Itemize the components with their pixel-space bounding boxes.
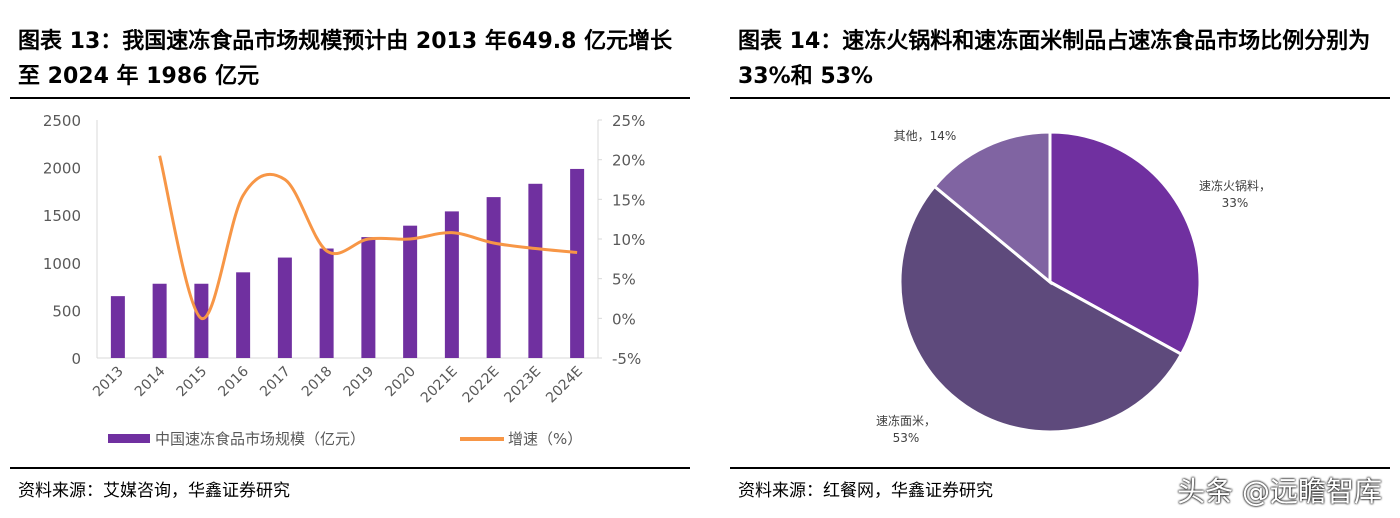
bar-2014 <box>152 283 167 358</box>
bar-2018 <box>319 248 334 358</box>
bar-2013 <box>110 296 125 358</box>
right-source: 资料来源：红餐网，华鑫证券研究 <box>738 481 993 501</box>
x-tick-label: 2017 <box>257 364 294 401</box>
x-tick-label: 2019 <box>341 364 378 401</box>
y-left-tick-label: 2500 <box>43 112 81 130</box>
pie-slice-速冻火锅料 <box>1048 130 1202 357</box>
y-right-tick-label: 15% <box>612 191 645 209</box>
pie-pct: 53% <box>893 431 920 445</box>
bar-2015 <box>194 283 209 358</box>
title-divider-right <box>730 97 1390 99</box>
pie-pct: 33% <box>1222 196 1249 210</box>
left-figure-title: 图表 13：我国速冻食品市场规模预计由 2013 年649.8 亿元增长至 20… <box>18 29 673 89</box>
pie-label: 其他，14% <box>894 129 957 143</box>
y-right-tick-label: 25% <box>612 112 645 130</box>
bar-2024E <box>570 168 585 358</box>
left-source: 资料来源：艾媒咨询，华鑫证券研究 <box>18 481 290 501</box>
pie-label: 速冻面米， <box>876 413 936 428</box>
x-tick-label: 2024E <box>543 364 586 407</box>
y-left-tick-label: 1500 <box>43 207 81 225</box>
x-tick-label: 2014 <box>132 363 169 400</box>
y-right-tick-label: -5% <box>612 350 641 368</box>
y-left-tick-label: 500 <box>52 302 81 320</box>
x-tick-label: 2020 <box>382 364 419 401</box>
x-tick-label: 2018 <box>299 364 336 401</box>
bar-2019 <box>361 237 376 358</box>
x-tick-label: 2016 <box>215 363 252 400</box>
x-tick-label: 2015 <box>174 364 211 401</box>
y-right-tick-label: 10% <box>612 231 645 249</box>
bar-2023E <box>528 183 543 358</box>
source-divider-right <box>730 467 1390 469</box>
y-left-tick-label: 0 <box>71 350 81 368</box>
bar-2017 <box>277 257 292 358</box>
x-tick-label: 2022E <box>460 364 503 407</box>
source-divider-left <box>10 467 690 469</box>
y-right-tick-label: 5% <box>612 271 636 289</box>
legend-bar-swatch <box>108 434 150 443</box>
x-tick-label: 2021E <box>418 364 461 407</box>
pie-label: 速冻火锅料， <box>1199 178 1271 193</box>
y-left-tick-label: 1000 <box>43 255 81 273</box>
y-right-tick-label: 0% <box>612 310 636 328</box>
bar-2016 <box>236 272 251 358</box>
watermark: 头条 @远瞻智库 <box>1177 475 1382 508</box>
x-tick-label: 2013 <box>90 364 127 401</box>
bar-2020 <box>403 225 418 358</box>
right-figure-title: 图表 14：速冻火锅料和速冻面米制品占速冻食品市场比例分别为 33%和 53% <box>738 29 1371 89</box>
growth-line <box>158 155 578 320</box>
legend-bar-label: 中国速冻食品市场规模（亿元） <box>155 430 365 448</box>
legend-line-label: 增速（%） <box>508 430 582 448</box>
bar-2022E <box>486 197 501 358</box>
title-divider-left <box>10 97 690 99</box>
y-right-tick-label: 20% <box>612 152 645 170</box>
bar-2021E <box>444 211 459 358</box>
y-left-tick-label: 2000 <box>43 160 81 178</box>
pie-slice-其他 <box>932 130 1052 286</box>
pie-slice-速冻面米 <box>898 184 1184 434</box>
x-tick-label: 2023E <box>501 364 544 407</box>
